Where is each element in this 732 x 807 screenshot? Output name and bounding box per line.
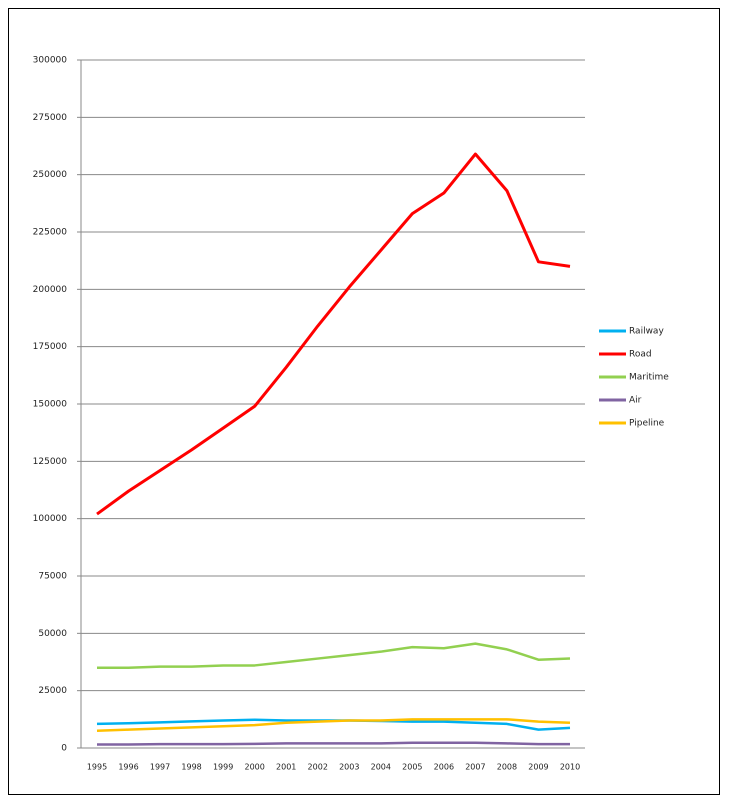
x-tick-label: 2005: [402, 763, 422, 772]
y-tick-label: 175000: [33, 342, 68, 352]
y-tick-label: 75000: [38, 572, 67, 582]
x-tick-label: 2001: [276, 763, 296, 772]
series-line: [96, 152, 571, 516]
series-line: [97, 741, 570, 746]
y-tick-label: 25000: [38, 686, 67, 696]
x-tick-label: 2009: [528, 763, 548, 772]
x-tick-label: 1995: [87, 763, 107, 772]
series-line: [97, 642, 571, 669]
x-tick-label: 1998: [181, 763, 201, 772]
x-tick-label: 2002: [308, 763, 328, 772]
x-tick-label: 2000: [244, 763, 264, 772]
legend-label: Maritime: [629, 373, 669, 383]
legend-label: Railway: [629, 327, 664, 337]
y-tick-label: 125000: [33, 457, 68, 467]
x-tick-label: 1997: [150, 763, 170, 772]
x-tick-label: 2003: [339, 763, 359, 772]
y-tick-label: 250000: [33, 170, 68, 180]
y-tick-label: 50000: [38, 629, 67, 639]
x-tick-label: 2008: [497, 763, 517, 772]
x-tick-label: 1999: [213, 763, 233, 772]
series-line: [96, 718, 571, 733]
y-tick-label: 0: [61, 744, 67, 754]
y-tick-label: 225000: [33, 228, 68, 238]
x-tick-label: 2007: [465, 763, 485, 772]
x-tick-label: 1996: [118, 763, 138, 772]
legend-label: Air: [629, 396, 642, 406]
legend-label: Road: [629, 350, 652, 360]
x-tick-label: 2010: [560, 763, 580, 772]
x-tick-label: 2004: [371, 763, 391, 772]
y-tick-label: 300000: [33, 56, 68, 66]
y-tick-label: 150000: [33, 400, 68, 410]
y-tick-label: 275000: [33, 113, 68, 123]
x-tick-label: 2006: [434, 763, 454, 772]
y-tick-label: 100000: [33, 514, 68, 524]
legend-label: Pipeline: [629, 419, 665, 429]
y-tick-label: 200000: [33, 285, 68, 295]
